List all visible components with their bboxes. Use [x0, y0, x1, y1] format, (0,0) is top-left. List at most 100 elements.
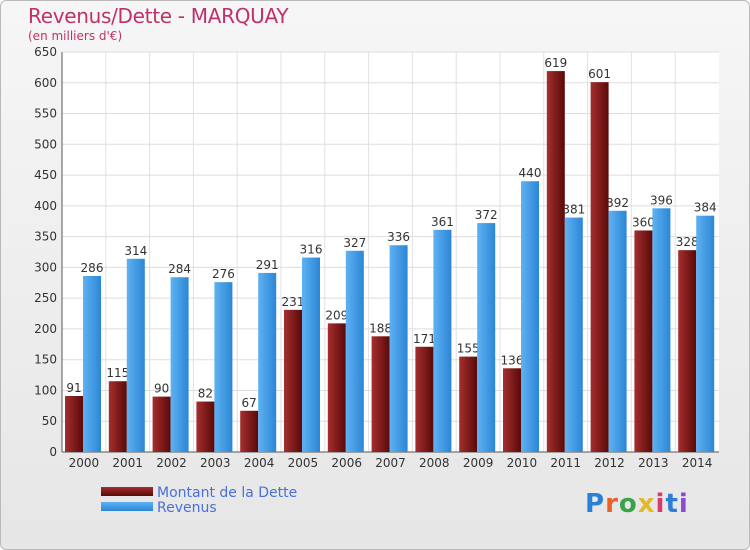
- bar-dette: [415, 346, 434, 452]
- data-label-revenus: 336: [387, 230, 410, 244]
- y-tick-label: 300: [34, 260, 57, 274]
- logo-letter: x: [637, 489, 656, 519]
- data-label-dette: 91: [66, 381, 81, 395]
- y-tick-label: 50: [42, 414, 57, 428]
- data-label-dette: 136: [501, 353, 524, 367]
- legend-swatch-revenus: [101, 502, 153, 511]
- bar-revenus: [564, 217, 583, 452]
- y-tick-label: 450: [34, 168, 57, 182]
- chart-title: Revenus/Dette - MARQUAY: [28, 4, 289, 28]
- bar-dette: [152, 396, 171, 452]
- bar-revenus: [608, 210, 627, 452]
- data-label-dette: 328: [676, 235, 699, 249]
- data-label-revenus: 396: [650, 193, 673, 207]
- data-label-revenus: 381: [562, 203, 585, 217]
- bar-revenus: [126, 258, 145, 452]
- bar-dette: [546, 71, 565, 453]
- x-tick-label: 2007: [375, 456, 406, 470]
- data-label-revenus: 284: [168, 262, 191, 276]
- data-label-dette: 115: [106, 366, 129, 380]
- logo-letter: i: [655, 489, 666, 519]
- data-label-dette: 209: [325, 308, 348, 322]
- bar-dette: [678, 250, 697, 452]
- data-label-dette: 90: [154, 382, 169, 396]
- y-tick-label: 650: [34, 45, 57, 59]
- y-tick-label: 200: [34, 322, 57, 336]
- x-tick-label: 2008: [419, 456, 450, 470]
- data-label-dette: 171: [413, 332, 436, 346]
- proxiti-logo: Proxiti: [585, 489, 689, 519]
- bar-dette: [284, 309, 302, 452]
- logo-letter: r: [605, 489, 619, 519]
- x-tick-label: 2014: [682, 456, 713, 470]
- y-tick-label: 500: [34, 137, 57, 151]
- x-tick-label: 2004: [244, 456, 275, 470]
- x-tick-label: 2013: [638, 456, 669, 470]
- bar-dette: [371, 336, 390, 452]
- bar-dette: [108, 381, 127, 452]
- data-label-dette: 231: [282, 295, 305, 309]
- data-label-revenus: 316: [300, 243, 323, 257]
- legend-swatch-dette: [101, 487, 153, 496]
- x-tick-label: 2009: [463, 456, 494, 470]
- bar-dette: [240, 410, 259, 452]
- data-label-revenus: 314: [124, 244, 147, 258]
- data-label-revenus: 372: [475, 208, 498, 222]
- bar-revenus: [433, 229, 452, 452]
- bar-revenus: [214, 282, 233, 452]
- x-tick-label: 2012: [594, 456, 625, 470]
- y-tick-label: 600: [34, 76, 57, 90]
- bar-dette: [590, 82, 609, 453]
- chart-subtitle: (en milliers d'€): [28, 29, 123, 43]
- logo-letter: o: [618, 489, 638, 519]
- bar-revenus: [83, 276, 101, 452]
- bar-revenus: [258, 272, 277, 452]
- bar-revenus: [389, 245, 408, 452]
- data-label-revenus: 440: [519, 166, 542, 180]
- y-tick-label: 400: [34, 199, 57, 213]
- data-label-revenus: 286: [81, 261, 104, 275]
- data-label-revenus: 291: [256, 258, 279, 272]
- x-tick-label: 2011: [550, 456, 581, 470]
- y-tick-label: 100: [34, 383, 57, 397]
- data-label-revenus: 361: [431, 215, 454, 229]
- legend-label-dette: Montant de la Dette: [157, 485, 298, 501]
- bar-revenus: [345, 250, 364, 452]
- data-label-dette: 155: [457, 342, 480, 356]
- logo-letter: P: [585, 489, 606, 519]
- x-tick-label: 2006: [331, 456, 362, 470]
- y-tick-label: 350: [34, 230, 57, 244]
- data-label-revenus: 276: [212, 267, 235, 281]
- data-label-dette: 360: [632, 215, 655, 229]
- bar-dette: [65, 396, 83, 452]
- data-label-dette: 188: [369, 321, 392, 335]
- x-tick-label: 2005: [288, 456, 319, 470]
- y-tick-label: 0: [49, 445, 57, 459]
- bar-dette: [327, 323, 346, 452]
- x-tick-label: 2002: [156, 456, 187, 470]
- y-tick-label: 150: [34, 353, 57, 367]
- bar-dette: [459, 356, 478, 452]
- data-label-dette: 619: [544, 56, 567, 70]
- bar-dette: [634, 230, 653, 452]
- bar-revenus: [302, 257, 320, 452]
- bar-revenus: [477, 223, 496, 452]
- x-tick-label: 2003: [200, 456, 231, 470]
- legend-label-revenus: Revenus: [157, 500, 217, 516]
- bar-dette: [196, 401, 215, 452]
- data-label-dette: 67: [242, 396, 257, 410]
- bar-revenus: [652, 208, 671, 452]
- bar-revenus: [521, 181, 539, 452]
- y-tick-label: 550: [34, 107, 57, 121]
- x-tick-label: 2000: [69, 456, 100, 470]
- x-tick-label: 2010: [507, 456, 538, 470]
- data-label-dette: 601: [588, 67, 611, 81]
- data-label-revenus: 392: [606, 196, 629, 210]
- bar-revenus: [170, 277, 189, 452]
- x-tick-label: 2001: [112, 456, 143, 470]
- bar-dette: [503, 368, 521, 452]
- bar-revenus: [696, 215, 715, 452]
- logo-letter: i: [678, 489, 689, 519]
